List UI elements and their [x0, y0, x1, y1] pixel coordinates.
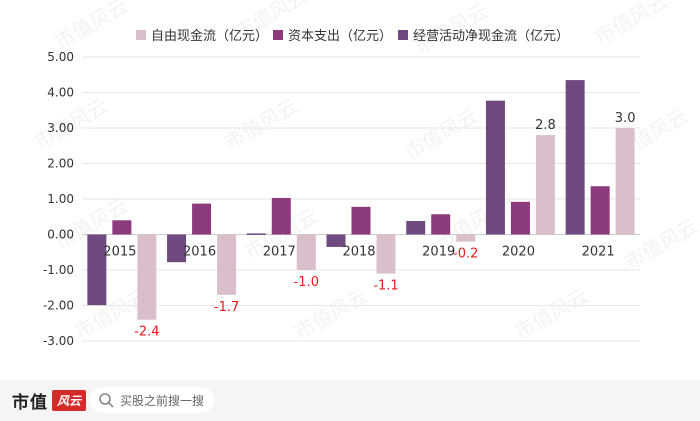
bar-free-cash-flow: [456, 234, 476, 242]
legend-label: 资本支出（亿元）: [288, 29, 392, 44]
y-tick-label: 4.00: [47, 86, 74, 100]
search-icon: [99, 393, 114, 408]
bar-operating-cash-flow: [485, 100, 505, 235]
data-label: 3.0: [615, 111, 636, 126]
x-tick-label: 2021: [582, 245, 615, 260]
x-tick-label: 2018: [342, 245, 375, 260]
y-tick-label: -3.00: [43, 334, 74, 348]
bar-operating-cash-flow: [167, 234, 187, 263]
watermark-text: 市值风云: [291, 284, 372, 345]
data-label: -1.1: [373, 279, 398, 294]
watermark-text: 市值风云: [401, 104, 482, 165]
bar-free-cash-flow: [137, 234, 157, 320]
watermark-text: 市值风云: [591, 0, 672, 49]
y-tick-label: 3.00: [47, 121, 74, 135]
legend-swatch: [398, 30, 408, 40]
y-tick-label: -2.00: [43, 299, 74, 313]
y-tick-label: 0.00: [47, 228, 74, 242]
legend-label: 经营活动净现金流（亿元）: [413, 28, 569, 44]
y-tick-label: -1.00: [43, 263, 74, 277]
data-label: -2.4: [134, 325, 159, 340]
bar-operating-cash-flow: [87, 234, 107, 306]
x-tick-label: 2016: [183, 245, 216, 260]
x-tick-label: 2020: [502, 245, 535, 260]
watermark-text: 市值风云: [221, 94, 302, 155]
bar-operating-cash-flow: [565, 80, 585, 235]
bar-operating-cash-flow: [246, 233, 266, 235]
footer-bar: 市值 风云 买股之前搜一搜: [0, 380, 700, 421]
data-label: -0.2: [453, 247, 478, 262]
brand-logo[interactable]: 市值 风云: [12, 388, 87, 413]
chart-card: 市值风云 市值风云 市值风云 市值风云 市值风云 市值风云 市值风云 市值风云 市值风云 市值风云…: [0, 0, 700, 380]
bar-capex: [192, 203, 212, 235]
y-tick-label: 5.00: [47, 50, 74, 64]
bar-free-cash-flow: [615, 128, 635, 235]
brand-name: 市值: [12, 392, 48, 413]
y-tick-label: 2.00: [47, 157, 74, 171]
legend-swatch: [273, 30, 283, 40]
bar-operating-cash-flow: [326, 234, 346, 247]
bar-free-cash-flow: [376, 234, 396, 274]
data-label: -1.0: [294, 275, 319, 290]
bar-capex: [510, 201, 530, 235]
bar-free-cash-flow: [217, 234, 237, 295]
legend-label: 自由现金流（亿元）: [151, 28, 268, 44]
legend-swatch: [136, 30, 146, 40]
bar-free-cash-flow: [535, 135, 555, 235]
data-label: -1.7: [214, 300, 239, 315]
legend: 自由现金流（亿元） 资本支出（亿元） 经营活动净现金流（亿元）: [136, 28, 569, 44]
bar-operating-cash-flow: [406, 221, 426, 235]
bar-capex: [590, 186, 610, 235]
bar-capex: [112, 220, 132, 235]
y-tick-label: 1.00: [47, 192, 74, 206]
search-placeholder: 买股之前搜一搜: [120, 393, 205, 408]
x-tick-label: 2019: [422, 245, 455, 260]
brand-mark: 风云: [52, 389, 87, 411]
x-tick-label: 2017: [263, 245, 296, 260]
bar-free-cash-flow: [296, 234, 316, 270]
x-tick-label: 2015: [103, 245, 136, 260]
watermark-text: 市值风云: [51, 0, 132, 54]
bar-capex: [271, 197, 291, 235]
watermark-text: 市值风云: [511, 284, 592, 345]
data-label: 2.8: [535, 118, 556, 133]
search-box[interactable]: 买股之前搜一搜: [90, 387, 214, 413]
bar-capex: [431, 214, 451, 235]
bar-capex: [351, 206, 371, 235]
